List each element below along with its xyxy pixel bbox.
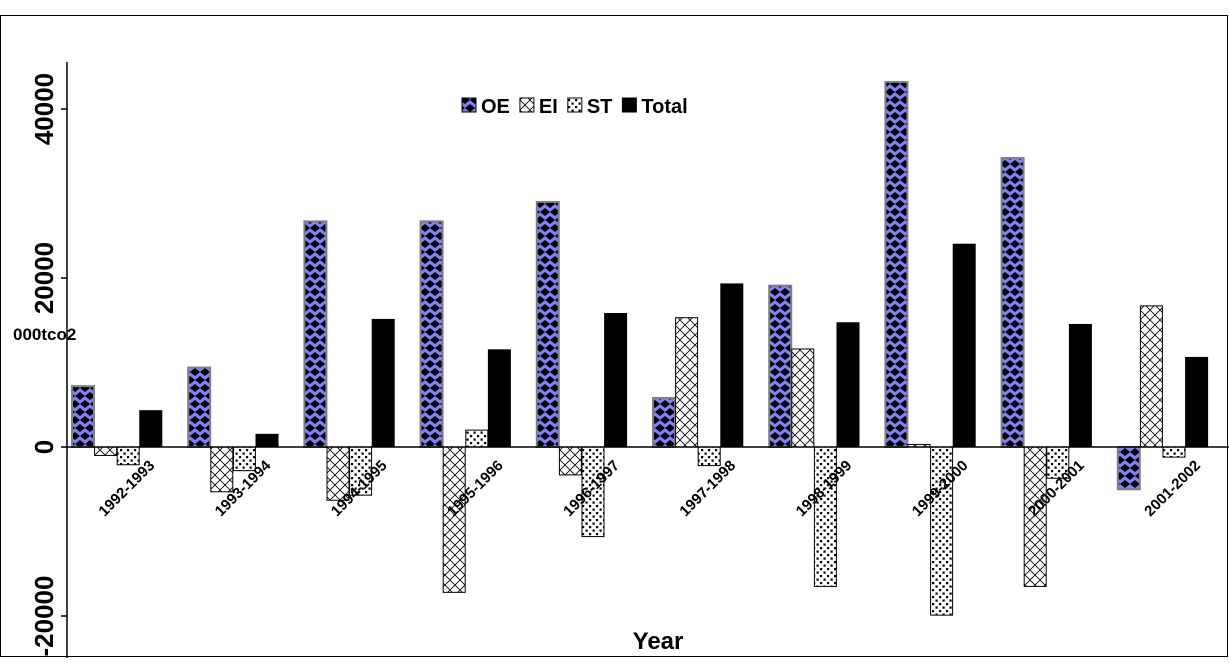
bar-oe-2001-2002 bbox=[1116, 446, 1141, 491]
bar-st-1995-1996 bbox=[465, 429, 489, 448]
bar-oe-1995-1996 bbox=[419, 220, 444, 448]
bar-oe-1994-1995 bbox=[303, 220, 328, 448]
y-tick-label: -20000 bbox=[29, 576, 59, 657]
bar-oe-2000-2001 bbox=[1000, 157, 1025, 448]
bar-oe-1997-1998 bbox=[652, 396, 676, 448]
bar-oe-1992-1993 bbox=[71, 385, 95, 449]
legend-swatch-ei bbox=[519, 97, 535, 113]
y-axis-title: 000tco2 bbox=[13, 325, 76, 344]
bar-oe-1993-1994 bbox=[187, 366, 212, 449]
bar-ei-1992-1993 bbox=[94, 446, 118, 456]
bar-oe-1999-2000 bbox=[884, 80, 909, 449]
legend-label-total: Total bbox=[641, 96, 687, 118]
outer-border bbox=[0, 15, 1228, 657]
bar-oe-1996-1997 bbox=[535, 200, 560, 448]
bar-st-1997-1998 bbox=[697, 446, 721, 467]
legend-swatch-oe bbox=[461, 97, 477, 113]
legend-label-ei: EI bbox=[539, 96, 558, 118]
x-category-label: 2001-2002 bbox=[1141, 457, 1204, 520]
bar-oe-1998-1999 bbox=[768, 284, 793, 449]
legend-label-st: ST bbox=[587, 96, 613, 118]
bar-total-1993-1994 bbox=[255, 433, 279, 448]
bar-total-1995-1996 bbox=[487, 349, 511, 448]
legend-label-oe: OE bbox=[481, 96, 510, 118]
y-tick-label: 20000 bbox=[29, 242, 59, 314]
legend-swatch-st bbox=[567, 97, 583, 113]
x-axis-title: Year bbox=[633, 628, 684, 655]
bar-st-1992-1993 bbox=[116, 446, 140, 466]
bar-st-2001-2002 bbox=[1162, 446, 1186, 458]
bar-total-1992-1993 bbox=[139, 410, 163, 448]
bar-ei-1996-1997 bbox=[558, 446, 582, 476]
legend-box bbox=[458, 88, 746, 124]
bar-total-2000-2001 bbox=[1068, 323, 1092, 448]
bar-total-1994-1995 bbox=[371, 318, 395, 448]
x-category-label: 1992-1993 bbox=[95, 457, 158, 520]
y-tick-label: 40000 bbox=[29, 73, 59, 145]
bar-total-1998-1999 bbox=[836, 322, 860, 448]
legend-swatch-total bbox=[621, 97, 637, 113]
bar-ei-1998-1999 bbox=[791, 348, 815, 448]
bar-ei-2001-2002 bbox=[1139, 305, 1163, 448]
bar-total-1996-1997 bbox=[604, 312, 628, 448]
y-axis: -20000 0 20000 40000 bbox=[29, 62, 68, 658]
bar-ei-1995-1996 bbox=[442, 446, 466, 593]
bar-ei-1993-1994 bbox=[210, 446, 234, 493]
bar-ei-1997-1998 bbox=[675, 317, 699, 448]
bar-total-2001-2002 bbox=[1185, 356, 1209, 448]
y-tick-label: 0 bbox=[29, 440, 59, 454]
legend: OE EI ST Total bbox=[458, 88, 746, 124]
bar-total-1999-2000 bbox=[952, 243, 976, 448]
bar-total-1997-1998 bbox=[720, 283, 744, 448]
bars bbox=[71, 80, 1209, 616]
x-category-label: 1997-1998 bbox=[676, 457, 739, 520]
